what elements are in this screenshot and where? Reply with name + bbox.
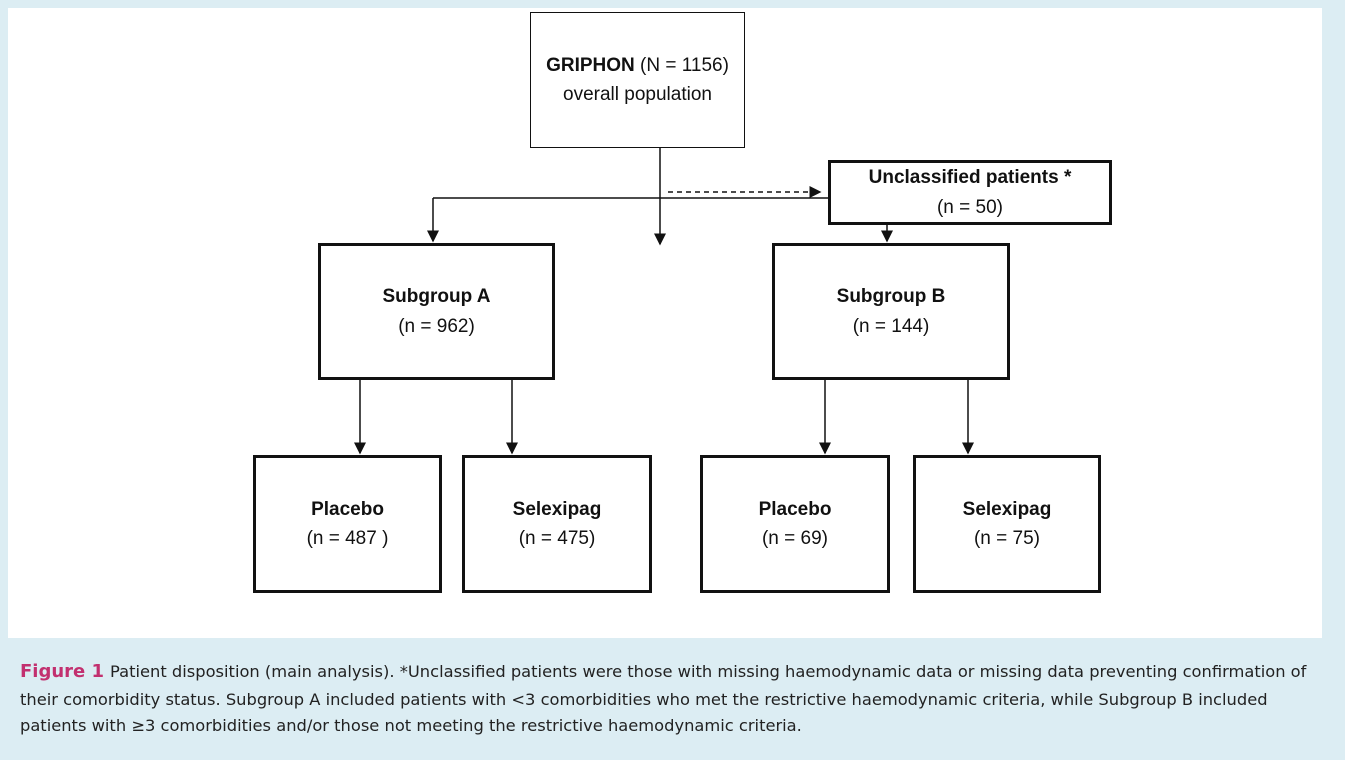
node-box: Subgroup B (n = 144): [772, 243, 1010, 380]
node-count: (n = 144): [852, 315, 930, 337]
node-title: Subgroup B: [836, 286, 946, 308]
node-box: GRIPHON (N = 1156) overall population: [530, 12, 745, 148]
figure-caption: Figure 1 Patient disposition (main analys…: [20, 658, 1325, 739]
node-count: (n = 487 ): [306, 528, 389, 549]
node-count: (n = 50): [936, 196, 1003, 218]
node-line: GRIPHON (N = 1156): [546, 51, 729, 80]
node-count: (N = 1156): [640, 54, 729, 76]
node-box: Selexipag (n = 475): [462, 455, 652, 593]
node-box: Placebo (n = 487 ): [253, 455, 442, 593]
node-box: Placebo (n = 69): [700, 455, 890, 593]
node-title: Subgroup A: [382, 286, 491, 308]
node-count: (n = 962): [398, 315, 475, 337]
node-count: (n = 75): [973, 528, 1040, 549]
node-title: Unclassified patients *: [868, 167, 1072, 189]
caption-label: Figure 1: [20, 661, 105, 682]
node-title: Placebo: [758, 498, 832, 520]
node-subtitle: overall population: [563, 84, 712, 105]
node-box: Subgroup A (n = 962): [318, 243, 555, 380]
node-count: (n = 475): [518, 528, 596, 549]
node-title: Selexipag: [512, 498, 602, 520]
node-box: Unclassified patients * (n = 50): [828, 160, 1112, 225]
node-title: GRIPHON: [546, 54, 635, 76]
node-title: Placebo: [311, 498, 384, 520]
connectors: [354, 148, 974, 455]
node-box: Selexipag (n = 75): [913, 455, 1101, 593]
node-count: (n = 69): [761, 528, 828, 549]
caption-text: Patient disposition (main analysis). *Un…: [20, 662, 1307, 735]
node-title: Selexipag: [962, 498, 1052, 520]
